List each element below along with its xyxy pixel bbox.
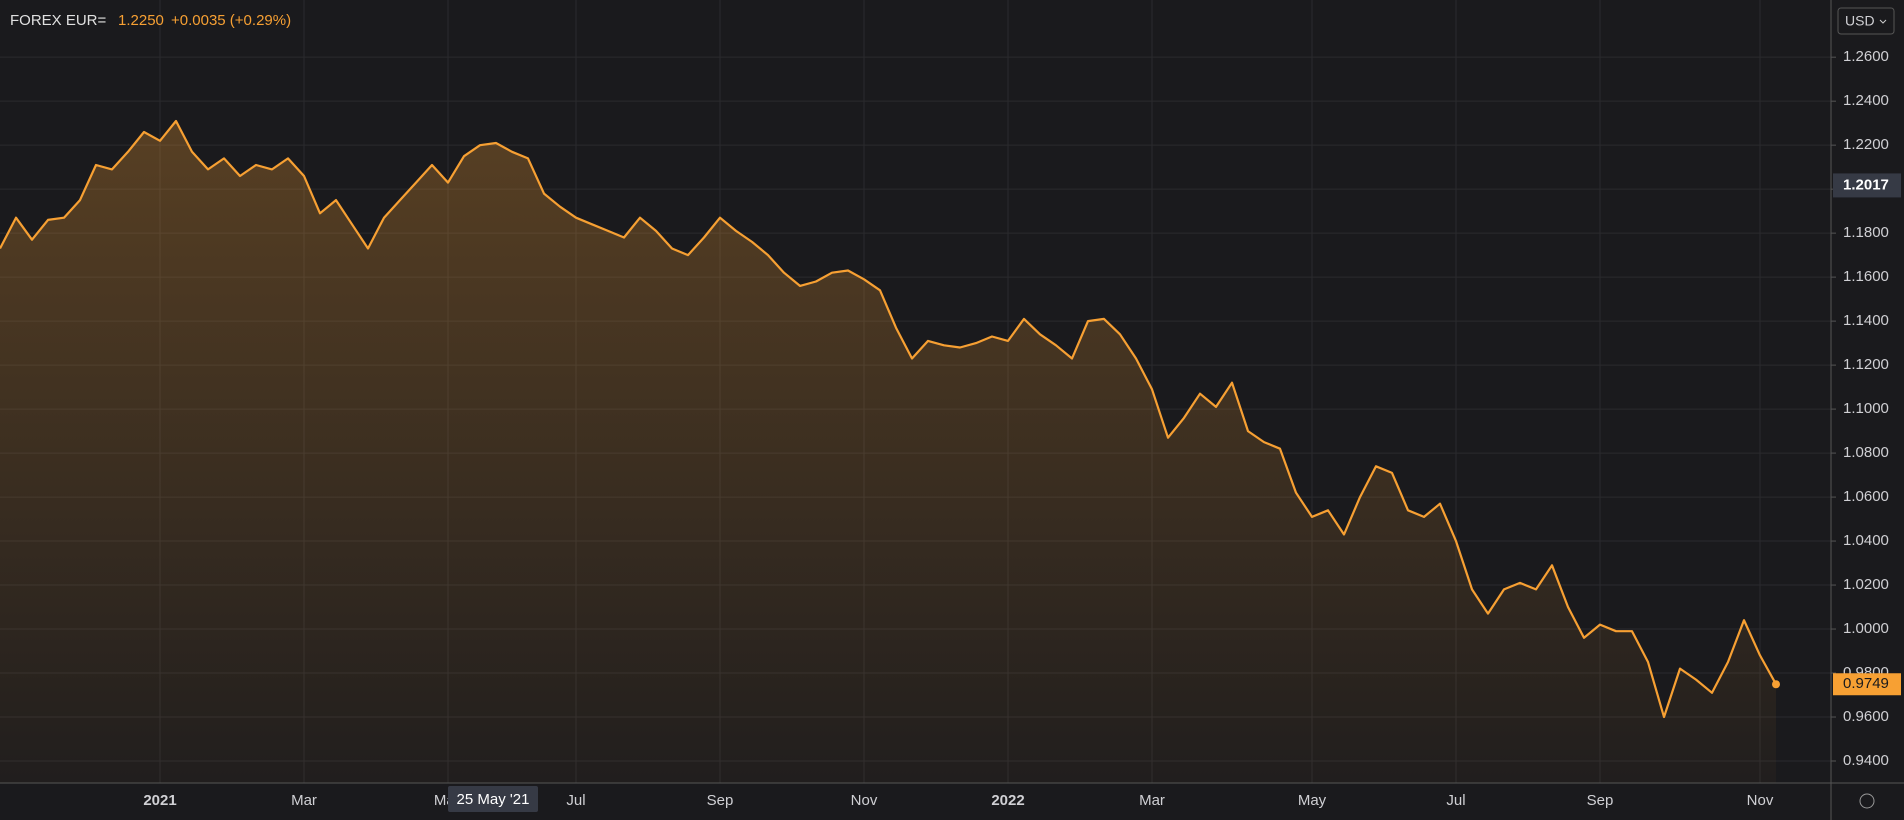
- y-tick-label: 1.1200: [1843, 356, 1889, 373]
- y-tick-label: 1.0600: [1843, 488, 1889, 505]
- crosshair-price: 1.2017: [1843, 176, 1889, 193]
- symbol: FOREX EUR=: [10, 12, 107, 29]
- y-tick-label: 1.0400: [1843, 532, 1889, 549]
- crosshair-date: 25 May '21: [457, 791, 530, 808]
- x-tick-label: 2021: [143, 792, 176, 809]
- crosshair-date-box: [448, 786, 538, 812]
- y-tick-label: 1.0200: [1843, 576, 1889, 593]
- quote: 1.2250: [118, 12, 164, 29]
- dropdown-arrow: [1879, 19, 1887, 24]
- y-tick-label: 0.9600: [1843, 708, 1889, 725]
- last-value-box: [1833, 673, 1901, 696]
- y-tick-label: 1.1000: [1843, 400, 1889, 417]
- x-tick-label: Mar: [291, 792, 317, 809]
- x-tick-label: May: [1298, 792, 1327, 809]
- x-tick-label: Sep: [1587, 792, 1614, 809]
- y-tick-label: 1.1600: [1843, 268, 1889, 285]
- y-tick-label: 0.9400: [1843, 752, 1889, 769]
- y-tick-label: 1.1400: [1843, 312, 1889, 329]
- x-tick-label: Jul: [566, 792, 585, 809]
- last-value-label: 0.9749: [1843, 675, 1889, 692]
- y-tick-label: 1.0000: [1843, 620, 1889, 637]
- currency-select[interactable]: [1837, 7, 1895, 35]
- currency[interactable]: USD: [1845, 13, 1875, 29]
- x-tick-label: 2022: [991, 792, 1024, 809]
- y-tick-label: 1.2200: [1843, 136, 1889, 153]
- y-tick-label: 1.0800: [1843, 444, 1889, 461]
- axes: 0.94000.96000.98001.00001.02001.04001.06…: [143, 48, 1901, 809]
- y-tick-label: 1.1800: [1843, 224, 1889, 241]
- area: [0, 121, 1776, 783]
- last-point: [1772, 680, 1780, 689]
- plot: [0, 119, 1780, 783]
- x-tick-label: Nov: [851, 792, 878, 809]
- line: [0, 119, 1777, 719]
- x-tick-label: Sep: [707, 792, 734, 809]
- y-tick-label: 1.2600: [1843, 48, 1889, 65]
- x-tick-label: Nov: [1747, 792, 1774, 809]
- settings-icon[interactable]: [1859, 793, 1875, 809]
- y-tick-label: 1.2400: [1843, 92, 1889, 109]
- crosshair-price-box: [1833, 173, 1901, 198]
- change: +0.0035 (+0.29%): [171, 12, 291, 29]
- x-tick-label: Mar: [1139, 792, 1165, 809]
- x-tick-label: Jul: [1446, 792, 1465, 809]
